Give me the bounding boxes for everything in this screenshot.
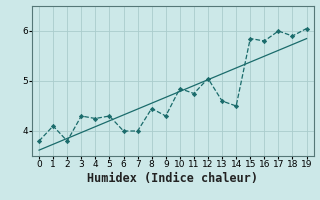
X-axis label: Humidex (Indice chaleur): Humidex (Indice chaleur) (87, 172, 258, 185)
